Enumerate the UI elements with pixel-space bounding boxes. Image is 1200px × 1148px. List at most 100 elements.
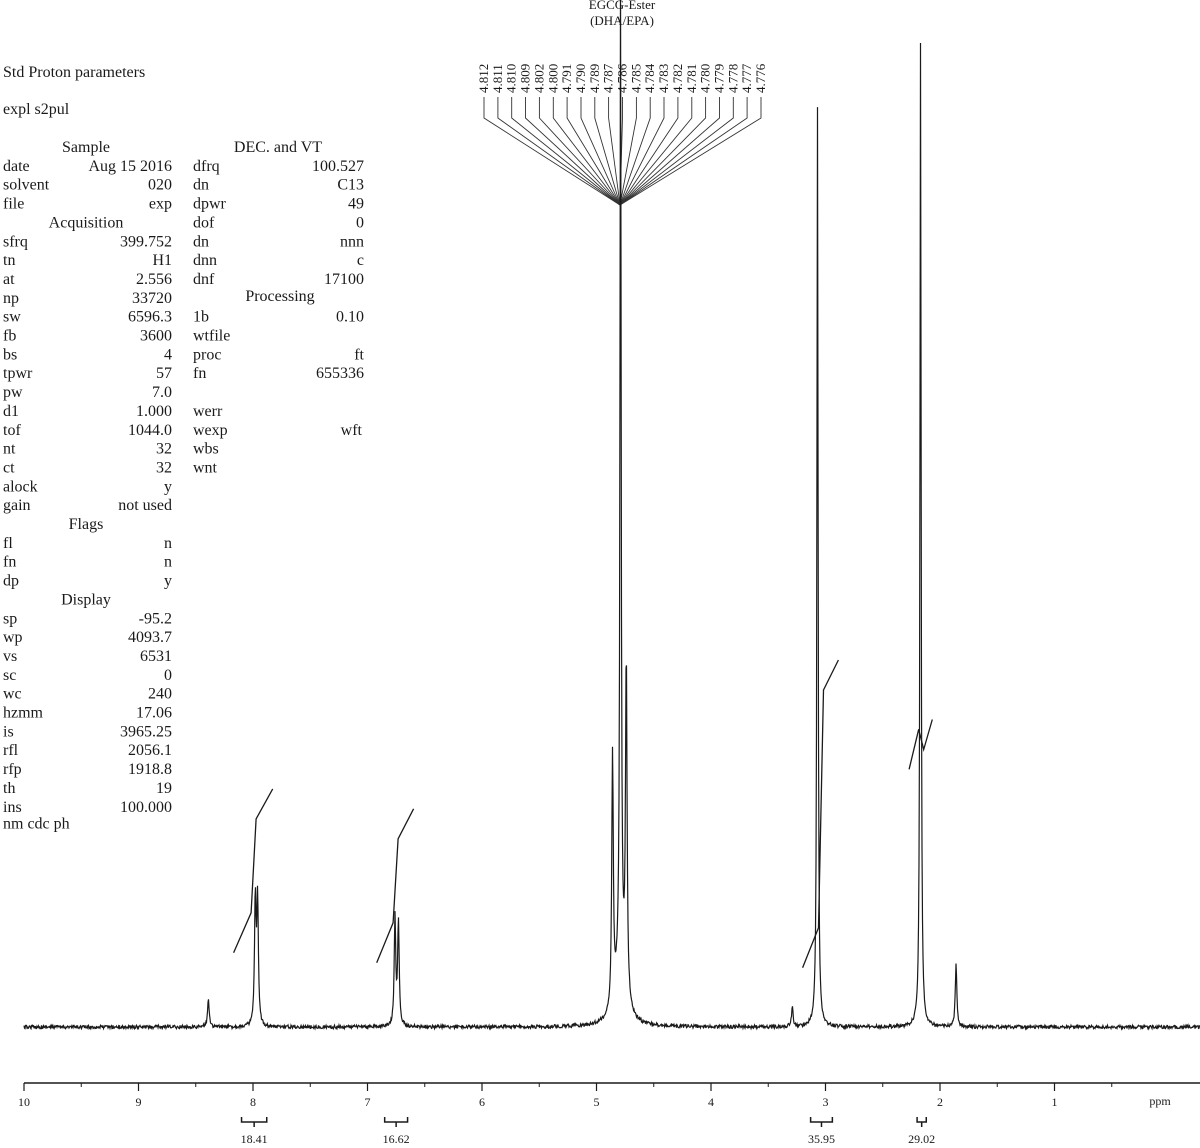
peak-label-18: 4.778 [725,64,740,93]
params-w-key-0: werr [193,403,223,420]
params-w-value-1: wft [341,422,363,439]
x-tick-label-6: 4 [708,1095,714,1109]
integral-bracket-3 [916,1117,928,1123]
peak-label-connector-18 [619,97,734,206]
params-section-title-1: Acquisition [49,214,124,231]
params-w-key-2: wbs [193,441,219,458]
chart-title: EGCG-Ester [589,0,656,12]
params-dec-key-4: dn [193,233,209,250]
integral-bracket-1 [383,1117,409,1123]
peak-label-connector-12 [619,97,651,206]
params-heading: Std Proton parameters [3,64,145,81]
params-value-tn: H1 [152,252,172,269]
peak-label-1: 4.811 [490,64,505,93]
peak-label-connector-1 [497,97,621,206]
x-tick-label-1: 9 [136,1095,142,1109]
params-dec-key-3: dof [193,214,215,231]
params-value-np: 33720 [132,290,172,307]
peak-label-19: 4.777 [739,63,754,93]
params-value-th: 19 [156,780,172,797]
params-proc-key-3: fn [193,365,206,382]
params-dec-key-5: dnn [193,252,217,269]
params-key-nt: nt [3,441,16,458]
integral-curve-1 [376,808,415,964]
peak-label-group: 4.8124.8114.8104.8094.8024.8004.7914.790… [476,63,768,206]
params-value-sfrq: 399.752 [120,233,172,250]
params-key-wc: wc [3,686,22,703]
peak-label-7: 4.790 [573,64,588,93]
peak-label-2: 4.810 [504,64,519,93]
integral-bracket-0 [240,1117,268,1123]
params-value-date: Aug 15 2016 [88,158,172,175]
x-tick-label-5: 5 [594,1095,600,1109]
x-tick-label-2: 8 [250,1095,256,1109]
peak-label-connector-17 [619,97,720,206]
params-key-date: date [3,158,30,175]
x-tick-label-7: 3 [823,1095,829,1109]
params-value-rfl: 2056.1 [128,742,172,759]
integral-value-2: 35.95 [808,1132,835,1146]
peak-label-14: 4.782 [670,64,685,93]
params-w-key-1: wexp [193,422,228,439]
peak-label-connector-8 [594,97,621,206]
params-proc-key-2: proc [193,346,221,363]
params-key-pw: pw [3,384,23,401]
params-value-fl: n [164,535,172,552]
params-value-hzmm: 17.06 [136,705,172,722]
peak-label-17: 4.779 [712,64,727,93]
peak-label-connector-7 [580,97,621,206]
params-key-np: np [3,290,19,307]
params-value-fn: n [164,554,172,571]
peak-label-connector-19 [619,97,748,206]
peak-label-connector-6 [566,97,621,206]
params-value-ins: 100.000 [120,799,172,816]
params-dec-value-0: 100.527 [312,158,364,175]
x-tick-label-8: 2 [937,1095,943,1109]
params-key-tn: tn [3,252,15,269]
peak-label-15: 4.781 [684,64,699,93]
params-value-sp: -95.2 [139,610,172,627]
params-dec-value-2: 49 [348,196,364,213]
params-key-tof: tof [3,422,21,439]
peak-label-8: 4.789 [587,64,602,93]
params-value-sc: 0 [164,667,172,684]
params-proc-key-1: wtfile [193,328,230,345]
params-key-sfrq: sfrq [3,233,28,250]
peak-label-connector-15 [619,97,693,206]
params-dec-value-1: C13 [337,177,364,194]
params-value-wc: 240 [148,686,172,703]
params-proc-key-0: 1b [193,309,209,326]
params-value-file: exp [149,196,172,213]
peak-label-connector-13 [619,97,665,206]
params-key-sw: sw [3,309,21,326]
peak-label-5: 4.800 [545,64,560,93]
params-value-at: 2.556 [136,271,172,288]
params-key-solvent: solvent [3,177,50,194]
params-dec-title: DEC. and VT [234,139,322,156]
integral-curve-2 [801,659,839,968]
x-tick-label-9: 1 [1052,1095,1058,1109]
params-dec-key-6: dnf [193,271,215,288]
integral-curve-3 [908,719,933,770]
params-key-fl: fl [3,535,13,552]
params-value-dp: y [164,573,172,590]
params-key-vs: vs [3,648,17,665]
params-processing-title: Processing [245,288,314,305]
params-key-rfl: rfl [3,742,19,759]
params-key-wp: wp [3,629,23,646]
peak-label-20: 4.776 [753,63,768,93]
peak-label-connector-20 [619,97,762,206]
params-key-fb: fb [3,328,16,345]
x-tick-label-3: 7 [365,1095,371,1109]
peak-label-0: 4.812 [476,64,491,93]
params-value-sw: 6596.3 [128,309,172,326]
params-key-fn: fn [3,554,16,571]
params-value-tof: 1044.0 [128,422,172,439]
params-dec-value-3: 0 [356,214,364,231]
peak-label-6: 4.791 [559,64,574,93]
params-key-dp: dp [3,573,19,590]
peak-label-9: 4.787 [601,63,616,93]
params-key-ct: ct [3,459,15,476]
params-value-rfp: 1918.8 [128,761,172,778]
